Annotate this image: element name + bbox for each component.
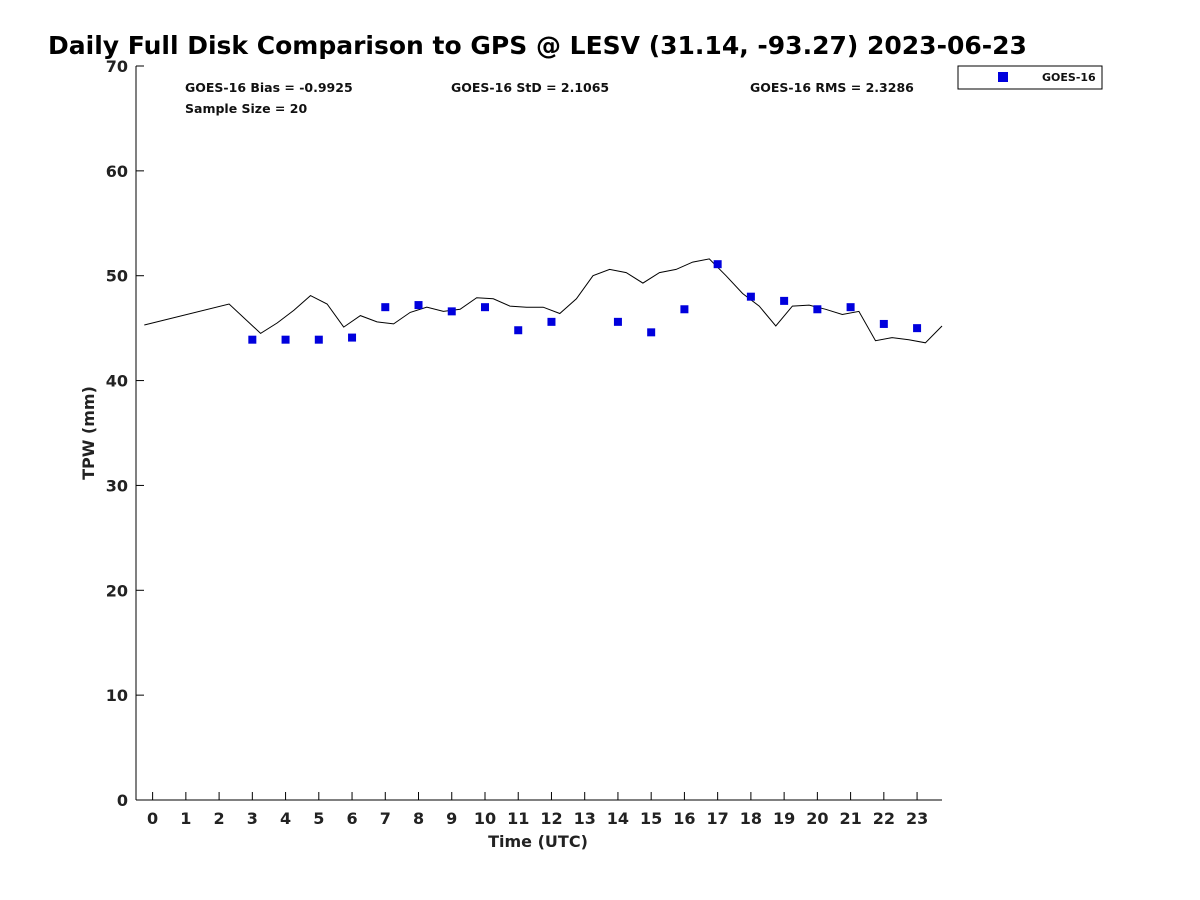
legend-marker-goes16 (998, 72, 1008, 82)
goes16-point (547, 317, 556, 326)
x-tick-label: 4 (280, 809, 291, 828)
legend-label-goes16: GOES-16 (1042, 71, 1096, 84)
x-tick-label: 10 (474, 809, 496, 828)
y-tick-label: 60 (106, 162, 128, 181)
x-tick-label: 9 (446, 809, 457, 828)
x-tick-label: 3 (247, 809, 258, 828)
y-tick-label: 10 (106, 686, 128, 705)
x-tick-label: 8 (413, 809, 424, 828)
x-tick-label: 20 (806, 809, 828, 828)
x-axis-label: Time (UTC) (488, 832, 588, 851)
legend-box (957, 65, 1103, 90)
goes16-point (879, 319, 888, 328)
x-tick-label: 7 (380, 809, 391, 828)
goes16-point (813, 305, 822, 314)
rms-stat: GOES-16 RMS = 2.3286 (750, 80, 914, 95)
goes16-point (514, 326, 523, 335)
x-tick-label: 6 (346, 809, 357, 828)
y-tick-label: 30 (106, 476, 128, 495)
y-tick-label: 0 (117, 791, 128, 810)
legend: GOES-16 (957, 65, 1103, 90)
goes16-point (348, 333, 357, 342)
x-axis-ticks: 0 1 2 3 4 5 6 7 8 9 10 11 12 13 14 15 16 17 18 19 20 21 22 23 (147, 792, 928, 828)
goes16-point (680, 305, 689, 314)
x-tick-label: 0 (147, 809, 158, 828)
goes16-point (913, 324, 922, 333)
y-tick-label: 20 (106, 581, 128, 600)
y-tick-label: 70 (106, 57, 128, 76)
x-tick-label: 23 (906, 809, 928, 828)
y-axis-ticks: 0 10 20 30 40 50 60 70 (106, 57, 144, 810)
y-axis-label: TPW (mm) (79, 386, 98, 480)
goes16-point (613, 317, 622, 326)
x-tick-label: 21 (839, 809, 861, 828)
goes16-point (647, 328, 656, 337)
goes16-point (314, 335, 323, 344)
y-tick-label: 50 (106, 267, 128, 286)
x-tick-label: 5 (313, 809, 324, 828)
x-tick-label: 13 (574, 809, 596, 828)
chart-title: Daily Full Disk Comparison to GPS @ LESV… (48, 31, 1027, 60)
x-tick-label: 2 (214, 809, 225, 828)
x-tick-label: 11 (507, 809, 529, 828)
goes16-point (780, 296, 789, 305)
x-tick-label: 19 (773, 809, 795, 828)
goes16-point (447, 307, 456, 316)
goes16-point (480, 303, 489, 312)
x-tick-label: 15 (640, 809, 662, 828)
goes16-point (381, 303, 390, 312)
goes16-point (746, 292, 755, 301)
x-tick-label: 12 (540, 809, 562, 828)
goes16-point (846, 303, 855, 312)
x-tick-label: 17 (707, 809, 729, 828)
std-stat: GOES-16 StD = 2.1065 (451, 80, 609, 95)
gps-tpw-line (144, 258, 943, 344)
goes16-point (414, 301, 423, 310)
y-tick-label: 40 (106, 372, 128, 391)
x-tick-label: 1 (180, 809, 191, 828)
goes16-point (713, 260, 722, 269)
x-tick-label: 18 (740, 809, 762, 828)
x-tick-label: 16 (673, 809, 695, 828)
sample-size-stat: Sample Size = 20 (185, 101, 307, 116)
goes16-point (248, 335, 257, 344)
x-tick-label: 14 (607, 809, 629, 828)
goes16-point (281, 335, 290, 344)
series-layer (144, 258, 943, 344)
bias-stat: GOES-16 Bias = -0.9925 (185, 80, 353, 95)
x-tick-label: 22 (873, 809, 895, 828)
